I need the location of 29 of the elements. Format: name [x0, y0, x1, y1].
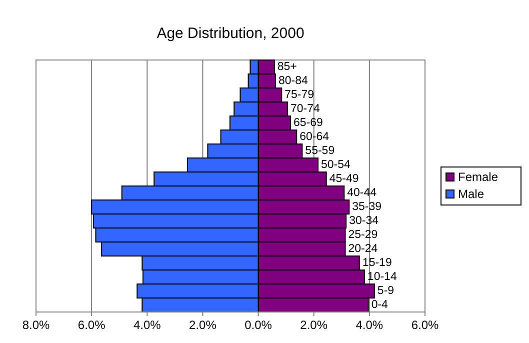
x-tick-label: 2.0%	[300, 318, 328, 332]
y-tick-label: 10-14	[367, 271, 398, 283]
y-tick-label: 35-39	[352, 201, 382, 213]
y-tick-label: 20-24	[348, 243, 378, 255]
chart-title: Age Distribution, 2000	[156, 25, 304, 42]
y-tick-label: 60-64	[300, 131, 330, 143]
x-tick-label: 6.0%	[411, 318, 439, 332]
y-tick-label: 15-19	[362, 257, 392, 269]
y-tick-label: 45-49	[329, 173, 359, 185]
legend-label: Male	[458, 187, 484, 201]
x-tick-label: 4.0%	[356, 318, 384, 332]
y-tick-label: 5-9	[377, 285, 394, 297]
x-tick-label: 2.0%	[189, 318, 217, 332]
y-tick-label: 40-44	[347, 187, 378, 199]
y-tick-label: 55-59	[305, 145, 335, 157]
y-tick-label: 50-54	[321, 159, 352, 171]
x-tick-label: 0.0%	[244, 318, 272, 332]
legend-label: Female	[458, 170, 498, 184]
x-tick-label: 6.0%	[78, 318, 106, 332]
y-tick-label: 30-34	[349, 215, 380, 227]
x-tick-label: 4.0%	[133, 318, 162, 332]
y-tick-label: 25-29	[348, 229, 378, 241]
y-tick-label: 85+	[277, 61, 298, 73]
y-tick-label: 70-74	[290, 103, 320, 115]
y-tick-label: 0-4	[371, 299, 389, 311]
y-tick-label: 65-69	[294, 117, 323, 129]
x-tick-label: 8.0%	[22, 318, 50, 332]
y-tick-label: 80-84	[278, 75, 309, 87]
y-tick-label: 75-79	[284, 89, 314, 101]
